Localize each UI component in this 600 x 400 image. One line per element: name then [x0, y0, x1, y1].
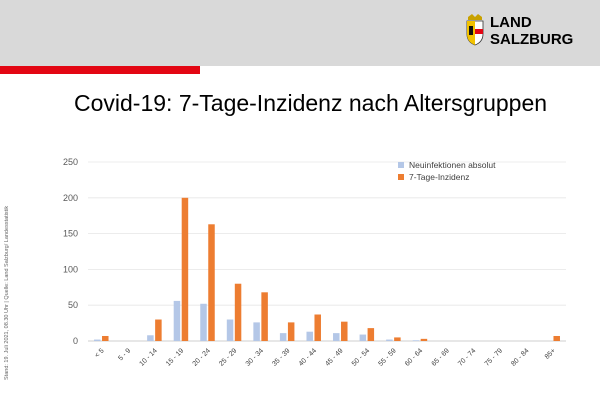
bar-inzidenz [367, 328, 375, 341]
x-category-label: 25 - 29 [218, 347, 238, 367]
accent-red-bar [0, 66, 200, 74]
bar-inzidenz [102, 335, 109, 341]
logo-line-salzburg: SALZBURG [490, 31, 574, 48]
bar-neuinfektionen [173, 300, 181, 341]
bar-inzidenz [341, 321, 348, 341]
legend-label: Neuinfektionen absolut [409, 160, 496, 170]
logo-wordmark: LAND SALZBURG [490, 14, 573, 48]
bar-neuinfektionen [279, 333, 287, 341]
bar-neuinfektionen [226, 319, 234, 341]
bar-neuinfektionen [253, 322, 260, 341]
x-category-label: 20 - 24 [192, 347, 212, 367]
x-category-label: 30 - 34 [245, 347, 265, 367]
bar-inzidenz [553, 335, 560, 341]
y-axis-tick-labels: 0 50 100 150 200 250 [63, 157, 78, 346]
x-category-label: 5 - 9 [117, 347, 132, 362]
logo-line-land: LAND [490, 14, 532, 31]
header-band [0, 0, 600, 66]
y-tick-label: 100 [63, 264, 78, 274]
chart-legend: Neuinfektionen absolut 7-Tage-Inzidenz [398, 160, 496, 182]
y-tick-label: 0 [73, 336, 78, 346]
bar-inzidenz [208, 224, 215, 341]
bar-inzidenz [394, 337, 401, 341]
x-category-label: 80 - 84 [510, 347, 530, 367]
chart-bars [94, 197, 560, 341]
bar-inzidenz [287, 322, 295, 341]
bar-inzidenz [155, 319, 162, 341]
x-category-label: 35 - 39 [271, 347, 291, 367]
legend-label: 7-Tage-Inzidenz [409, 172, 469, 182]
bar-neuinfektionen [359, 334, 367, 341]
land-salzburg-logo: LAND SALZBURG [465, 14, 575, 50]
chart-gridlines [88, 161, 566, 342]
x-category-label: 10 - 14 [138, 347, 158, 367]
x-category-label: 50 - 54 [351, 347, 371, 367]
bar-inzidenz [314, 314, 321, 341]
bar-inzidenz [261, 292, 268, 341]
page-title: Covid-19: 7-Tage-Inzidenz nach Altersgru… [74, 90, 548, 116]
bar-inzidenz [234, 283, 242, 341]
y-tick-label: 250 [63, 157, 78, 167]
bar-neuinfektionen [333, 333, 340, 341]
x-category-label: 15 - 19 [165, 347, 185, 367]
bar-inzidenz [181, 197, 189, 341]
x-category-label: 75 - 79 [484, 347, 504, 367]
y-tick-label: 50 [68, 300, 78, 310]
x-category-label: 65 - 69 [431, 347, 451, 367]
x-category-label: 45 - 49 [324, 347, 344, 367]
bar-neuinfektionen [412, 340, 420, 341]
bar-inzidenz [420, 338, 428, 341]
bar-neuinfektionen [200, 303, 207, 341]
x-category-label: 85+ [544, 347, 557, 360]
x-axis-category-labels: < 5 5 - 9 10 - 14 15 - 19 20 - 24 25 - 29 30 -… [94, 347, 557, 367]
legend-swatch [398, 162, 404, 168]
x-category-label: < 5 [94, 347, 106, 359]
legend-swatch [398, 174, 404, 180]
bar-neuinfektionen [147, 335, 154, 341]
x-category-label: 70 - 74 [457, 347, 477, 367]
bar-neuinfektionen [94, 339, 101, 341]
coat-of-arms-icon [466, 14, 484, 46]
y-tick-label: 150 [63, 229, 78, 239]
y-tick-label: 200 [63, 193, 78, 203]
x-category-label: 40 - 44 [298, 347, 318, 367]
x-category-label: 60 - 64 [404, 347, 424, 367]
x-category-label: 55 - 59 [377, 347, 397, 367]
bar-neuinfektionen [306, 331, 313, 341]
bar-neuinfektionen [386, 339, 393, 341]
